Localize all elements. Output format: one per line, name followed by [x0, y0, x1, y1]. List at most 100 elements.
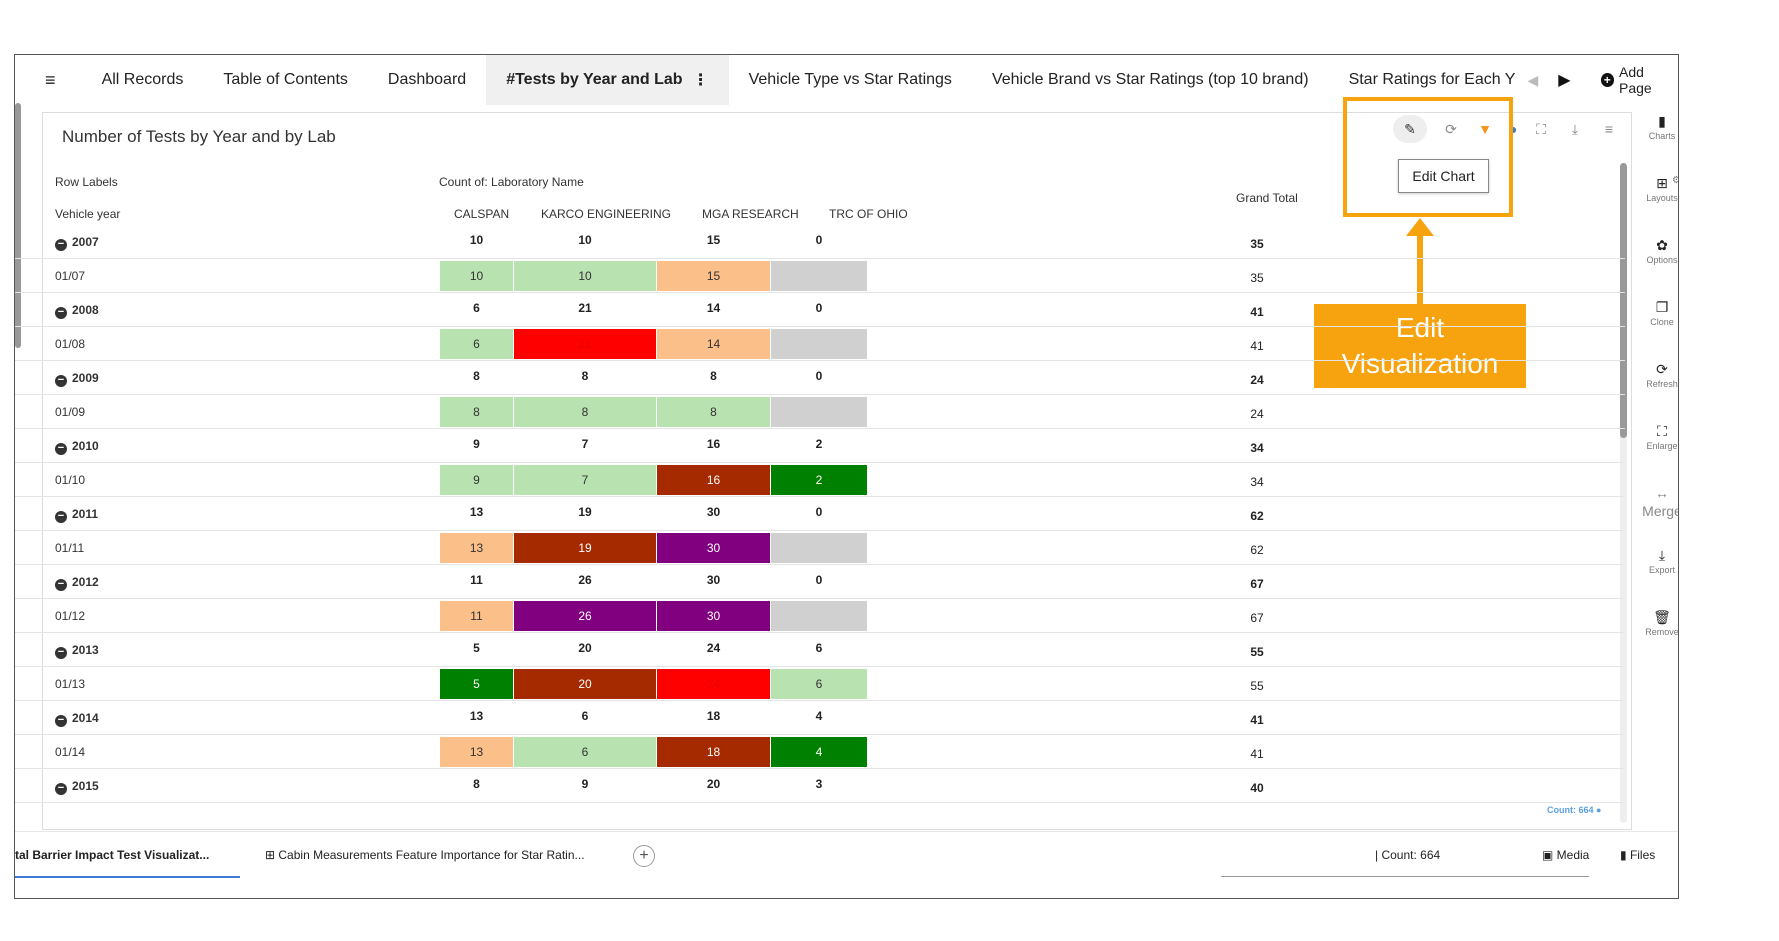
pivot-cell[interactable]: 10	[440, 261, 513, 291]
collapse-icon[interactable]: −	[55, 715, 67, 727]
pivot-cell[interactable]: 11	[470, 573, 483, 587]
pivot-cell[interactable]: 6	[581, 709, 589, 723]
pivot-cell[interactable]	[771, 329, 867, 359]
pivot-cell[interactable]	[771, 601, 867, 631]
pivot-cell[interactable]: 0	[815, 573, 823, 587]
pivot-cell[interactable]: 21	[578, 301, 592, 315]
pivot-cell[interactable]: 13	[469, 505, 484, 519]
tab-vehicle-type-vs-star-ratings[interactable]: Vehicle Type vs Star Ratings	[729, 55, 972, 105]
pivot-cell[interactable]: 15	[706, 233, 721, 247]
media-link[interactable]: ▣ Media	[1542, 832, 1589, 878]
pivot-cell[interactable]: 20	[578, 641, 592, 655]
pivot-cell[interactable]: 0	[815, 233, 823, 247]
pivot-cell[interactable]: 30	[657, 601, 770, 631]
collapse-icon[interactable]: −	[55, 647, 67, 659]
sidebar-item-charts[interactable]: ▮ Charts	[1637, 113, 1678, 175]
pivot-cell[interactable]: 13	[469, 709, 484, 723]
pivot-cell[interactable]: 3	[815, 777, 823, 791]
pivot-cell[interactable]	[771, 397, 867, 427]
pivot-cell[interactable]: 30	[657, 533, 770, 563]
tab-tests-by-year-and-lab[interactable]: #Tests by Year and Lab ⋮	[486, 55, 729, 105]
dot-icon[interactable]: ●	[1509, 121, 1518, 137]
pivot-cell[interactable]: 13	[440, 533, 513, 563]
download-icon[interactable]: ⤓	[1571, 120, 1579, 137]
year-row[interactable]: −2014 13 6 18 4 41	[15, 701, 1625, 735]
pivot-cell[interactable]: 2	[815, 437, 823, 451]
sheet-tab-cabin-measurements[interactable]: ⊞ Cabin Measurements Feature Importance …	[265, 832, 585, 878]
year-row[interactable]: −2009 8 8 8 0 24	[15, 361, 1625, 395]
add-page-button[interactable]: + Add Page	[1600, 64, 1678, 96]
pivot-cell[interactable]: 2	[771, 465, 867, 495]
pivot-cell[interactable]: 4	[815, 709, 823, 723]
pivot-cell[interactable]: 24	[706, 641, 721, 655]
scroll-left-icon[interactable]: ◀	[1527, 71, 1539, 88]
year-row[interactable]: −2007 10 10 15 0 35	[15, 225, 1625, 259]
year-row[interactable]: −2012 11 26 30 0 67	[15, 565, 1625, 599]
files-link[interactable]: ▮ Files	[1620, 832, 1655, 878]
pivot-cell[interactable]: 0	[815, 505, 823, 519]
pivot-cell[interactable]: 14	[657, 329, 770, 359]
pivot-cell[interactable]: 21	[514, 329, 656, 359]
pivot-cell[interactable]: 30	[706, 505, 721, 519]
sidebar-item-remove[interactable]: 🗑 Remove	[1637, 609, 1678, 671]
pivot-cell[interactable]: 20	[514, 669, 656, 699]
pivot-cell[interactable]: 4	[771, 737, 867, 767]
pivot-cell[interactable]: 9	[581, 777, 589, 791]
tab-star-ratings-for-each-year[interactable]: Star Ratings for Each Y	[1329, 55, 1536, 105]
pivot-cell[interactable]: 20	[706, 777, 721, 791]
add-sheet-button[interactable]: +	[633, 845, 655, 867]
pivot-cell[interactable]: 30	[706, 573, 721, 587]
collapse-icon[interactable]: −	[55, 307, 67, 319]
pivot-cell[interactable]: 10	[578, 233, 592, 247]
tab-dashboard[interactable]: Dashboard	[368, 55, 486, 105]
pivot-cell[interactable]: 15	[657, 261, 770, 291]
pivot-cell[interactable]: 6	[473, 301, 480, 315]
sidebar-item-options[interactable]: ✿ Options	[1637, 237, 1678, 299]
sidebar-item-refresh[interactable]: ⟳ Refresh	[1637, 361, 1678, 423]
collapse-icon[interactable]: −	[55, 579, 67, 591]
pivot-cell[interactable]: 5	[473, 641, 480, 655]
sidebar-item-layouts[interactable]: ⊞ Layouts	[1637, 175, 1678, 237]
year-row[interactable]: −2011 13 19 30 0 62	[15, 497, 1625, 531]
pivot-cell[interactable]: 26	[578, 573, 592, 587]
pivot-cell[interactable]: 8	[473, 369, 480, 383]
sidebar-item-merge[interactable]: ↔ Merge	[1637, 485, 1678, 547]
year-row[interactable]: −2013 5 20 24 6 55	[15, 633, 1625, 667]
filter-icon[interactable]: ▼	[1478, 121, 1492, 137]
pivot-cell[interactable]: 16	[657, 465, 770, 495]
pivot-cell[interactable]: 10	[514, 261, 656, 291]
frame-scrollbar[interactable]	[15, 103, 21, 348]
pivot-cell[interactable]: 8	[581, 369, 589, 383]
pivot-cell[interactable]: 8	[440, 397, 513, 427]
collapse-icon[interactable]: −	[55, 783, 67, 795]
tab-all-records[interactable]: All Records	[82, 55, 204, 105]
pivot-cell[interactable]: 24	[657, 669, 770, 699]
pivot-cell[interactable]: 6	[771, 669, 867, 699]
collapse-icon[interactable]: −	[55, 239, 67, 251]
tab-table-of-contents[interactable]: Table of Contents	[203, 55, 368, 105]
settings-gear-icon[interactable]: ⚙	[1672, 175, 1678, 186]
pivot-cell[interactable]: 18	[706, 709, 721, 723]
pivot-cell[interactable]: 18	[657, 737, 770, 767]
scroll-right-icon[interactable]: ▶	[1558, 72, 1571, 89]
year-row[interactable]: −2015 8 9 20 3 40	[15, 769, 1625, 803]
pivot-cell[interactable]: 8	[657, 397, 770, 427]
pivot-cell[interactable]: 8	[710, 369, 717, 383]
pivot-cell[interactable]: 26	[514, 601, 656, 631]
kebab-icon[interactable]: ⋮	[692, 72, 709, 89]
menu-icon[interactable]: ≡	[1604, 121, 1614, 137]
refresh-icon[interactable]: ⟳	[1445, 120, 1457, 137]
collapse-icon[interactable]: −	[55, 375, 67, 387]
panel-scrollbar-track[interactable]	[1620, 163, 1627, 823]
collapse-icon[interactable]: −	[55, 443, 67, 455]
sidebar-item-enlarge[interactable]: ⛶ Enlarge	[1637, 423, 1678, 485]
pivot-cell[interactable]	[771, 533, 867, 563]
pivot-cell[interactable]: 19	[514, 533, 656, 563]
sheet-tab-barrier-impact[interactable]: tal Barrier Impact Test Visualizat...	[15, 832, 240, 878]
year-row[interactable]: −2008 6 21 14 0 41	[15, 293, 1625, 327]
pivot-cell[interactable]: 7	[514, 465, 656, 495]
pivot-cell[interactable]: 16	[706, 437, 721, 451]
pivot-cell[interactable]: 14	[706, 301, 721, 315]
pivot-cell[interactable]: 6	[440, 329, 513, 359]
pivot-cell[interactable]: 13	[440, 737, 513, 767]
